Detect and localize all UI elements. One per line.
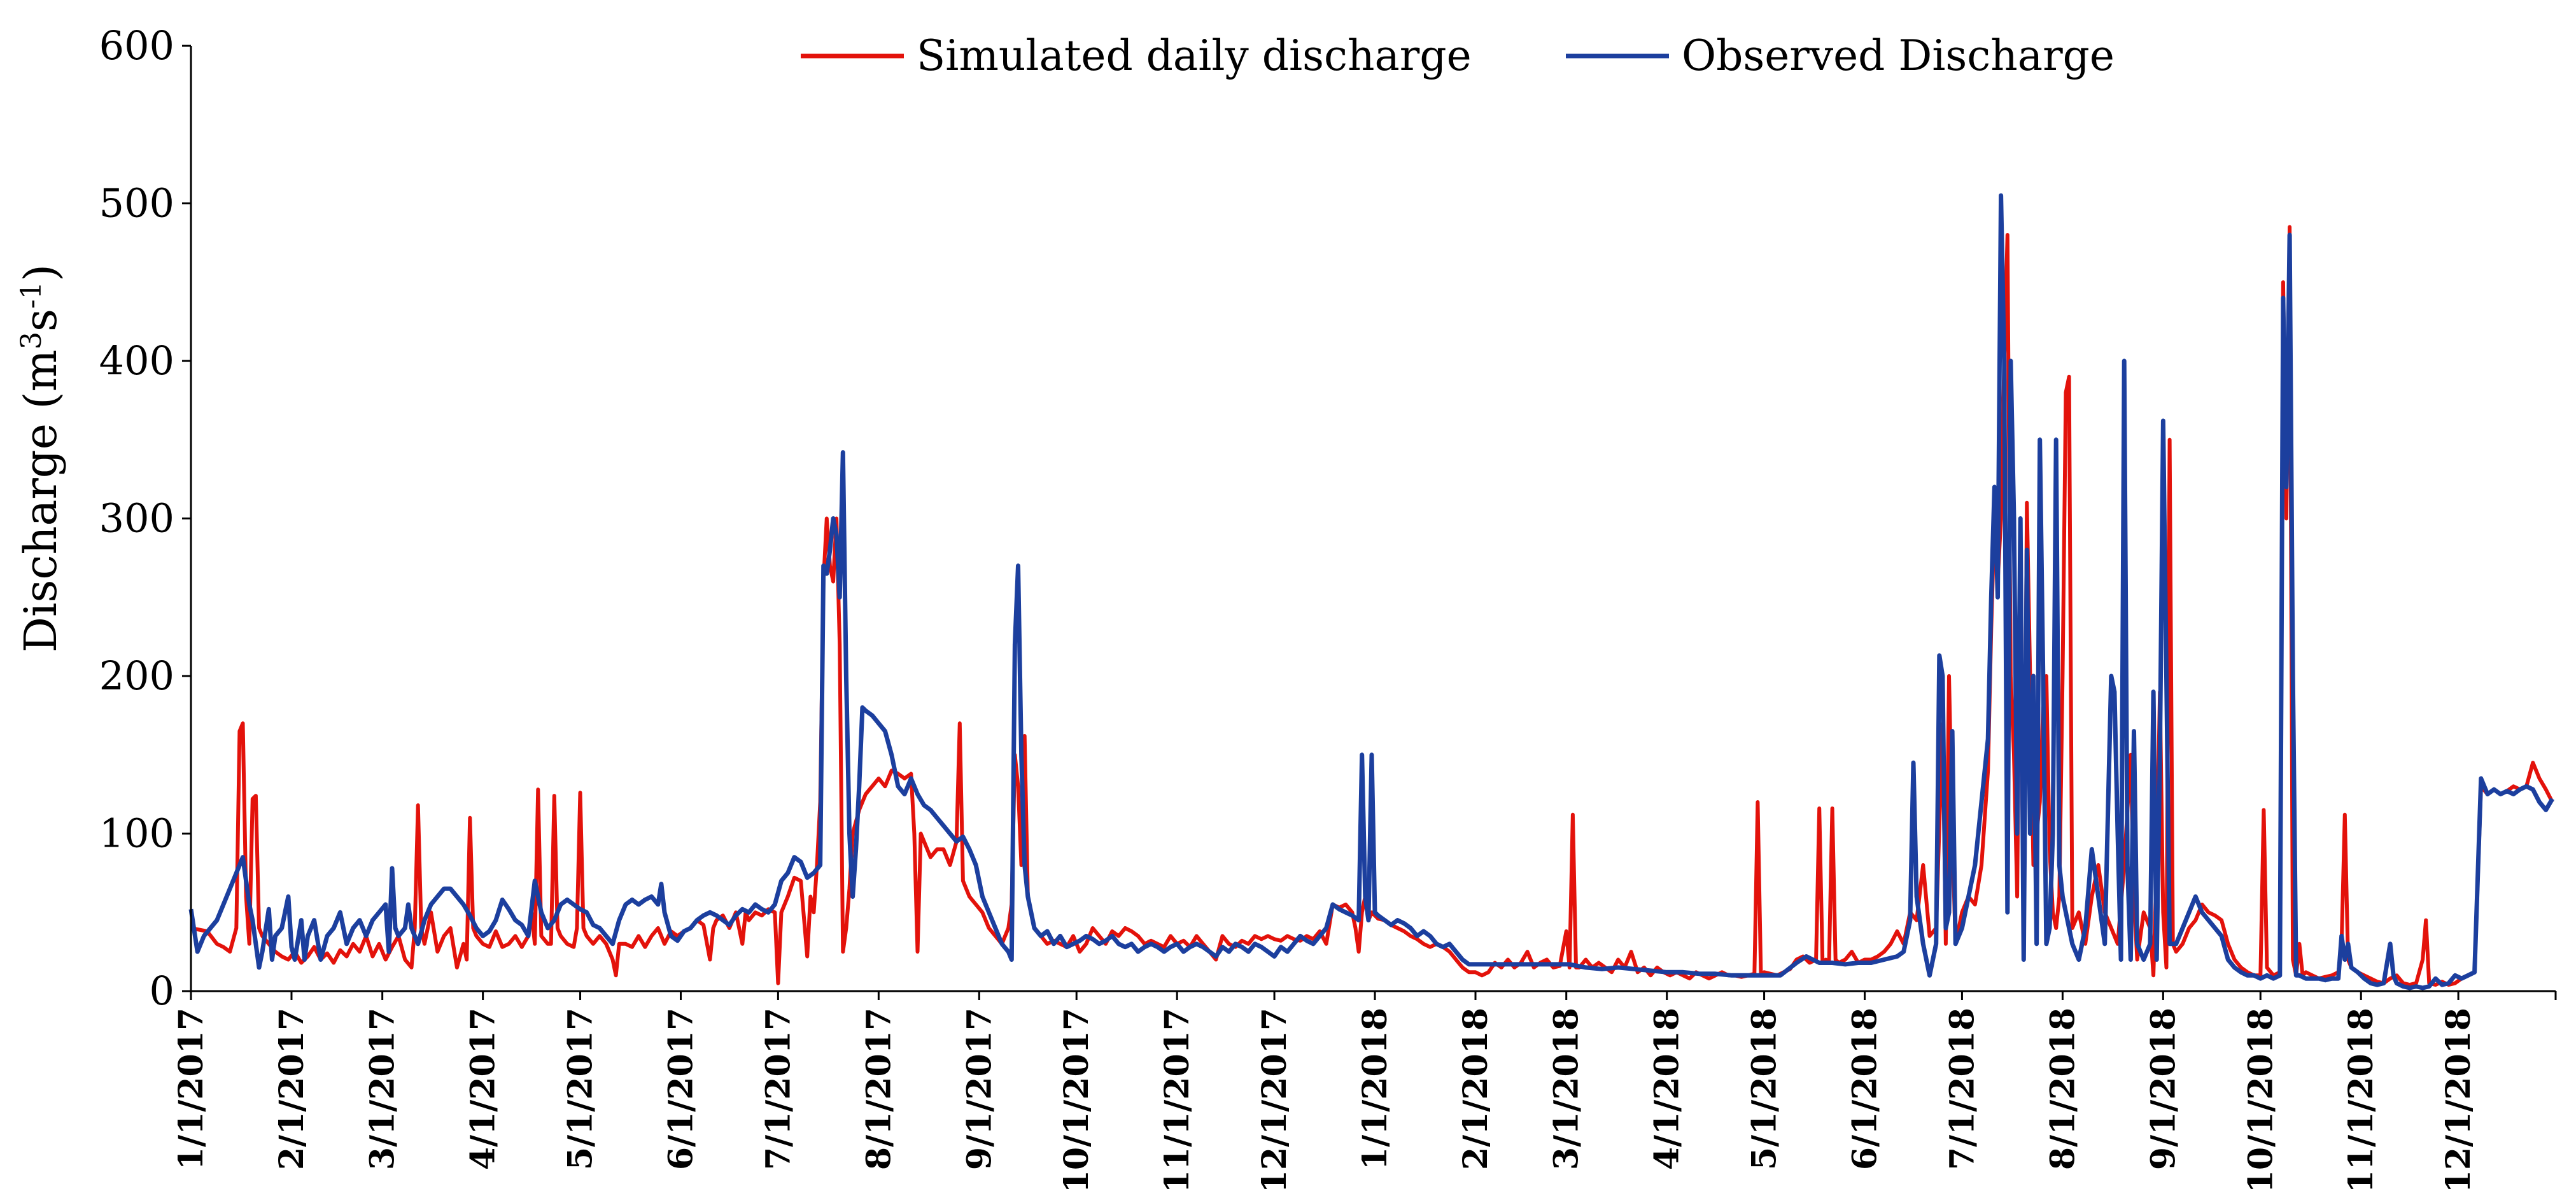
x-tick-label: 6/1/2017	[661, 1008, 700, 1170]
y-axis-title-tail: )	[15, 264, 67, 281]
x-tick-label: 3/1/2017	[363, 1008, 402, 1170]
x-tick-label: 1/1/2017	[172, 1008, 211, 1170]
x-tick-label: 12/1/2018	[2439, 1008, 2478, 1193]
x-tick-label: 1/1/2018	[1356, 1008, 1395, 1170]
x-tick-label: 4/1/2017	[464, 1008, 503, 1170]
x-tick-label: 6/1/2018	[1846, 1008, 1885, 1170]
x-axis-ticks: 1/1/2017 2/1/2017 3/1/2017 4/1/2017 5/1/2017…	[172, 991, 2557, 1193]
x-tick-label: 2/1/2018	[1456, 1008, 1495, 1170]
x-tick-label: 12/1/2017	[1255, 1008, 1294, 1193]
y-tick-label: 300	[99, 495, 174, 542]
y-tick-label: 0	[150, 968, 174, 1014]
y-tick-label: 400	[99, 337, 174, 384]
y-axis-title-sup1: 3	[15, 332, 48, 349]
y-axis-ticks: 0 100 200 300 400 500 600	[99, 22, 191, 1014]
x-tick-label: 10/1/2017	[1057, 1008, 1096, 1193]
x-tick-label: 9/1/2017	[960, 1008, 999, 1170]
x-tick-label: 5/1/2018	[1745, 1008, 1784, 1170]
series-line-observed	[188, 193, 2554, 990]
x-tick-label: 4/1/2018	[1648, 1008, 1687, 1170]
legend-label-simulated: Simulated daily discharge	[917, 31, 1472, 80]
y-tick-label: 200	[99, 652, 174, 699]
x-tick-label: 3/1/2018	[1547, 1008, 1586, 1170]
y-axis-title-mid: s	[15, 309, 67, 332]
x-tick-label: 8/1/2017	[859, 1008, 898, 1170]
legend-label-observed: Observed Discharge	[1682, 31, 2115, 80]
y-tick-label: 100	[99, 810, 174, 857]
y-tick-label: 600	[99, 22, 174, 69]
y-axis-title: Discharge (m3s-1)	[15, 264, 67, 652]
y-axis-title-text: Discharge (m	[15, 349, 67, 652]
x-tick-label: 7/1/2017	[759, 1008, 798, 1170]
y-axis-title-sup2: -1	[15, 281, 48, 309]
x-tick-label: 9/1/2018	[2144, 1008, 2183, 1170]
legend: Simulated daily discharge Observed Disch…	[801, 31, 2115, 80]
x-tick-label: 11/1/2017	[1158, 1008, 1197, 1193]
x-tick-label: 10/1/2018	[2241, 1008, 2280, 1193]
x-tick-label: 11/1/2018	[2342, 1008, 2381, 1193]
y-tick-label: 500	[99, 180, 174, 227]
x-tick-label: 8/1/2018	[2043, 1008, 2082, 1170]
x-tick-label: 2/1/2017	[272, 1008, 311, 1170]
series-group	[188, 193, 2554, 990]
series-line-simulated	[190, 225, 2554, 987]
x-tick-label: 5/1/2017	[561, 1008, 600, 1170]
x-tick-label: 7/1/2018	[1943, 1008, 1981, 1170]
